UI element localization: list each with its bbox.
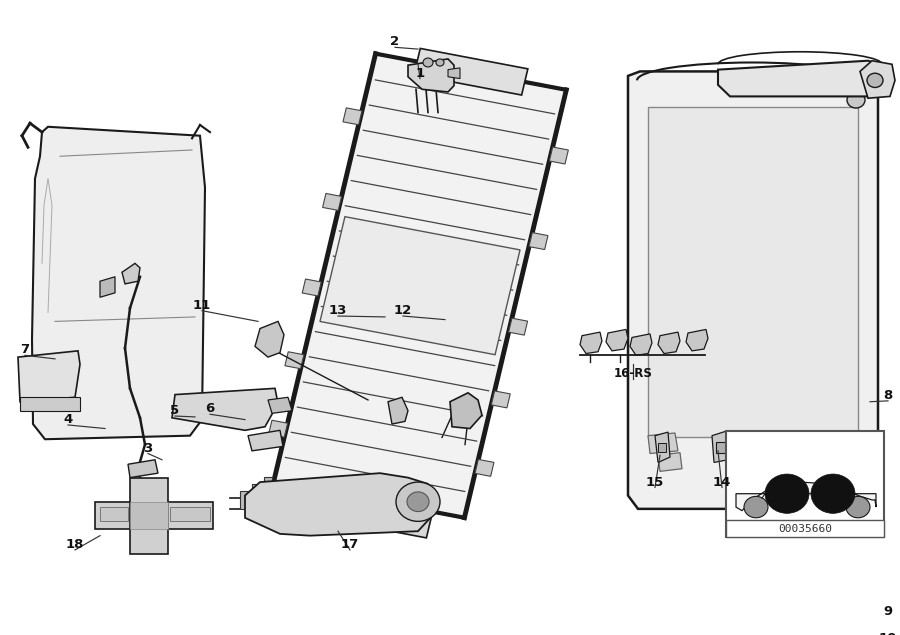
Polygon shape <box>32 127 205 439</box>
Polygon shape <box>264 477 272 495</box>
Text: 16-RS: 16-RS <box>614 366 652 380</box>
Polygon shape <box>320 217 520 355</box>
Bar <box>726 431 884 537</box>
Polygon shape <box>408 59 454 92</box>
Polygon shape <box>712 431 730 462</box>
Polygon shape <box>606 330 628 351</box>
Circle shape <box>423 58 433 67</box>
Polygon shape <box>343 108 362 125</box>
Polygon shape <box>100 277 115 297</box>
Polygon shape <box>508 318 527 335</box>
Bar <box>726 521 884 537</box>
Circle shape <box>846 472 864 488</box>
Polygon shape <box>18 351 80 402</box>
Polygon shape <box>285 352 304 369</box>
Bar <box>130 502 168 528</box>
Text: 11: 11 <box>193 299 212 312</box>
Polygon shape <box>648 107 858 438</box>
Polygon shape <box>628 71 878 509</box>
Polygon shape <box>648 433 678 453</box>
Polygon shape <box>245 473 435 536</box>
Polygon shape <box>252 485 260 502</box>
Polygon shape <box>302 279 321 296</box>
Text: 5: 5 <box>170 404 180 417</box>
Text: 17: 17 <box>341 538 359 551</box>
Text: 18: 18 <box>66 538 85 551</box>
Polygon shape <box>450 393 482 429</box>
Polygon shape <box>255 321 284 357</box>
Bar <box>100 507 128 521</box>
Bar <box>20 398 80 411</box>
Bar <box>170 507 210 521</box>
Text: 8: 8 <box>884 389 893 402</box>
Polygon shape <box>718 61 882 97</box>
Circle shape <box>436 59 444 66</box>
Polygon shape <box>655 432 670 462</box>
Bar <box>658 443 666 451</box>
Bar <box>95 502 213 528</box>
Text: 14: 14 <box>713 476 731 488</box>
Bar <box>130 478 168 554</box>
Polygon shape <box>658 332 680 354</box>
Circle shape <box>765 474 809 513</box>
Polygon shape <box>658 453 682 471</box>
Polygon shape <box>274 53 566 518</box>
Polygon shape <box>172 389 278 431</box>
Bar <box>716 442 726 453</box>
Text: 12: 12 <box>394 304 412 317</box>
Polygon shape <box>268 398 292 413</box>
Text: 00035660: 00035660 <box>778 523 832 533</box>
Polygon shape <box>414 48 528 95</box>
Polygon shape <box>736 482 876 511</box>
Polygon shape <box>388 398 408 424</box>
Polygon shape <box>491 391 510 408</box>
Polygon shape <box>475 459 494 476</box>
Polygon shape <box>299 479 435 538</box>
Circle shape <box>744 497 768 518</box>
Circle shape <box>407 492 429 512</box>
Text: 13: 13 <box>328 304 347 317</box>
Polygon shape <box>580 332 602 354</box>
Circle shape <box>396 482 440 521</box>
Circle shape <box>839 79 857 95</box>
Circle shape <box>811 474 855 513</box>
Polygon shape <box>128 460 158 478</box>
Circle shape <box>846 497 870 518</box>
Circle shape <box>847 92 865 108</box>
Text: 7: 7 <box>21 344 30 356</box>
Polygon shape <box>322 194 342 210</box>
Polygon shape <box>122 264 140 284</box>
Polygon shape <box>529 232 548 250</box>
Text: 10: 10 <box>878 632 897 635</box>
Text: 9: 9 <box>884 605 893 618</box>
Polygon shape <box>248 431 283 451</box>
Polygon shape <box>630 334 652 356</box>
Text: 1: 1 <box>416 67 425 80</box>
Circle shape <box>867 73 883 88</box>
Polygon shape <box>860 61 895 98</box>
Polygon shape <box>448 68 460 79</box>
Polygon shape <box>239 491 248 509</box>
Text: 4: 4 <box>63 413 73 426</box>
Polygon shape <box>268 420 288 437</box>
Polygon shape <box>686 330 708 351</box>
Text: 2: 2 <box>391 36 400 48</box>
Circle shape <box>839 479 857 495</box>
Polygon shape <box>549 147 568 164</box>
Text: 3: 3 <box>143 442 153 455</box>
Text: 15: 15 <box>646 476 664 488</box>
Text: 6: 6 <box>205 403 214 415</box>
